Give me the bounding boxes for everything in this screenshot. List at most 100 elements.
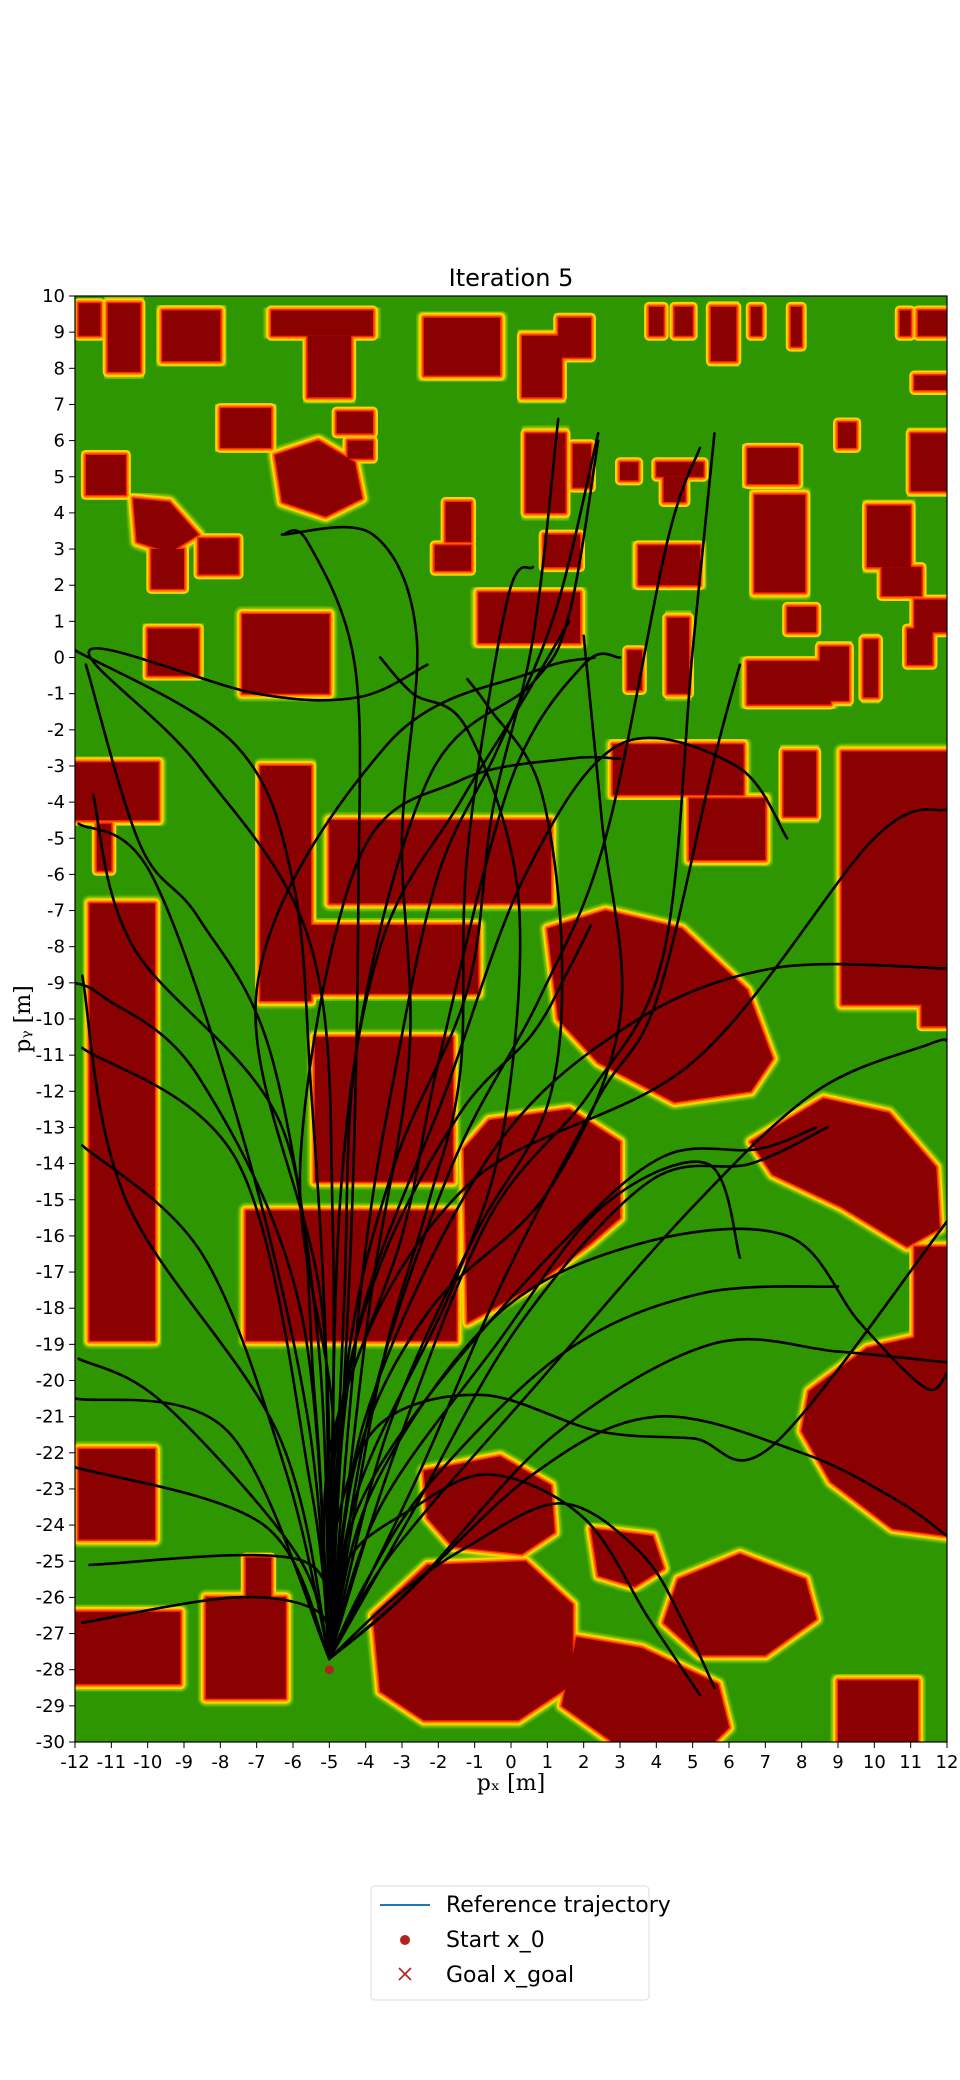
legend-label-goal: Goal x_goal — [446, 1963, 574, 1988]
obstacle-72 — [245, 1557, 272, 1598]
y-tick-label: -27 — [36, 1624, 65, 1645]
legend-box — [370, 1885, 650, 2001]
obstacle-46 — [242, 614, 330, 694]
obstacle-24 — [445, 502, 472, 542]
obstacle-38 — [910, 433, 947, 492]
y-tick-label: -4 — [47, 792, 65, 813]
obstacle-9 — [674, 306, 693, 336]
obstacle-15 — [914, 375, 947, 390]
obstacle-34 — [638, 545, 700, 586]
obstacle-22 — [151, 549, 184, 589]
y-tick-label: 7 — [54, 394, 65, 415]
x-tick-label: 9 — [832, 1752, 843, 1773]
trajectory-38 — [328, 656, 522, 1661]
obstacle-14 — [917, 310, 947, 336]
legend-goal-x-icon — [398, 1967, 412, 1981]
y-tick-label: 4 — [54, 503, 65, 524]
y-tick-label: 9 — [54, 322, 65, 343]
y-tick-label: 10 — [42, 286, 65, 307]
obstacle-74 — [372, 1561, 573, 1721]
y-tick-label: -28 — [36, 1660, 65, 1681]
obstacle-7 — [558, 317, 591, 358]
obstacle-71 — [205, 1597, 286, 1699]
y-tick-label: -30 — [36, 1732, 65, 1753]
y-axis-label: pᵧ [m] — [11, 985, 36, 1052]
y-tick-label: 1 — [54, 611, 65, 632]
trajectory-26 — [328, 1502, 716, 1690]
y-tick-label: -1 — [47, 684, 65, 705]
trajectory-40 — [328, 677, 564, 1661]
legend-label-reference: Reference trajectory — [446, 1893, 671, 1918]
obstacle-4 — [307, 335, 352, 398]
x-tick-label: 5 — [687, 1752, 698, 1773]
x-tick-label: 0 — [505, 1752, 516, 1773]
obstacle-52 — [689, 798, 766, 860]
y-tick-label: -10 — [36, 1009, 65, 1030]
x-tick-label: -5 — [320, 1752, 338, 1773]
x-tick-label: 11 — [899, 1752, 922, 1773]
trajectory-44 — [328, 923, 593, 1661]
y-tick-label: -21 — [36, 1407, 65, 1428]
trajectory-21 — [328, 1126, 829, 1661]
y-tick-label: -13 — [36, 1117, 65, 1138]
obstacle-23 — [198, 538, 239, 575]
trajectory-42 — [322, 652, 622, 1661]
obstacle-70 — [75, 1611, 181, 1685]
obstacle-16 — [220, 408, 272, 448]
trajectory-33 — [254, 656, 596, 1661]
obstacle-5 — [423, 317, 501, 376]
trajectory-30 — [75, 648, 331, 1661]
y-tick-label: -8 — [47, 937, 65, 958]
x-tick-label: -2 — [429, 1752, 447, 1773]
y-tick-label: -15 — [36, 1190, 65, 1211]
x-tick-label: 8 — [796, 1752, 807, 1773]
trajectory-41 — [328, 1227, 947, 1661]
x-tick-label: -8 — [211, 1752, 229, 1773]
obstacle-27 — [572, 444, 591, 488]
y-tick-label: -29 — [36, 1696, 65, 1717]
y-tick-label: -25 — [36, 1551, 65, 1572]
obstacle-42 — [747, 661, 831, 705]
trajectory-7 — [84, 663, 331, 1661]
obstacle-19 — [274, 440, 363, 517]
x-tick-label: 6 — [723, 1752, 734, 1773]
x-tick-label: 3 — [614, 1752, 625, 1773]
obstacle-33 — [754, 494, 806, 593]
trajectory-9 — [75, 1397, 331, 1661]
obstacle-50 — [612, 744, 744, 795]
x-tick-label: -7 — [248, 1752, 266, 1773]
trajectory-37 — [75, 981, 331, 1661]
obstacle-64 — [463, 1109, 620, 1323]
y-tick-label: -20 — [36, 1371, 65, 1392]
obstacle-36 — [867, 505, 911, 568]
obstacle-35 — [787, 606, 817, 633]
x-tick-label: 4 — [651, 1752, 662, 1773]
x-tick-label: -4 — [357, 1752, 375, 1773]
obstacle-75 — [590, 1528, 664, 1587]
y-tick-label: 3 — [54, 539, 65, 560]
x-tick-label: 10 — [863, 1752, 886, 1773]
obstacle-28 — [543, 534, 581, 568]
y-tick-label: -24 — [36, 1515, 65, 1536]
costmap-obstacles — [75, 303, 947, 1742]
obstacle-18 — [347, 440, 373, 459]
trajectory-1 — [75, 1465, 331, 1661]
trajectory-17 — [328, 446, 702, 1661]
trajectory-31 — [328, 620, 571, 1661]
y-tick-label: -3 — [47, 756, 65, 777]
obstacle-77 — [561, 1637, 729, 1742]
x-tick-label: 7 — [760, 1752, 771, 1773]
y-tick-label: -14 — [36, 1154, 65, 1175]
obstacle-43 — [863, 639, 878, 698]
obstacle-8 — [649, 306, 664, 336]
obstacle-6 — [521, 335, 562, 398]
start-marker-group — [324, 1665, 334, 1675]
obstacle-20 — [85, 455, 126, 495]
x-tick-label: -12 — [60, 1752, 89, 1773]
obstacle-55 — [921, 1004, 947, 1027]
obstacle-17 — [336, 411, 373, 434]
trajectory-13 — [328, 432, 600, 1661]
y-tick-label: -6 — [47, 864, 65, 885]
obstacle-51 — [721, 751, 744, 795]
obstacle-40 — [838, 422, 857, 448]
